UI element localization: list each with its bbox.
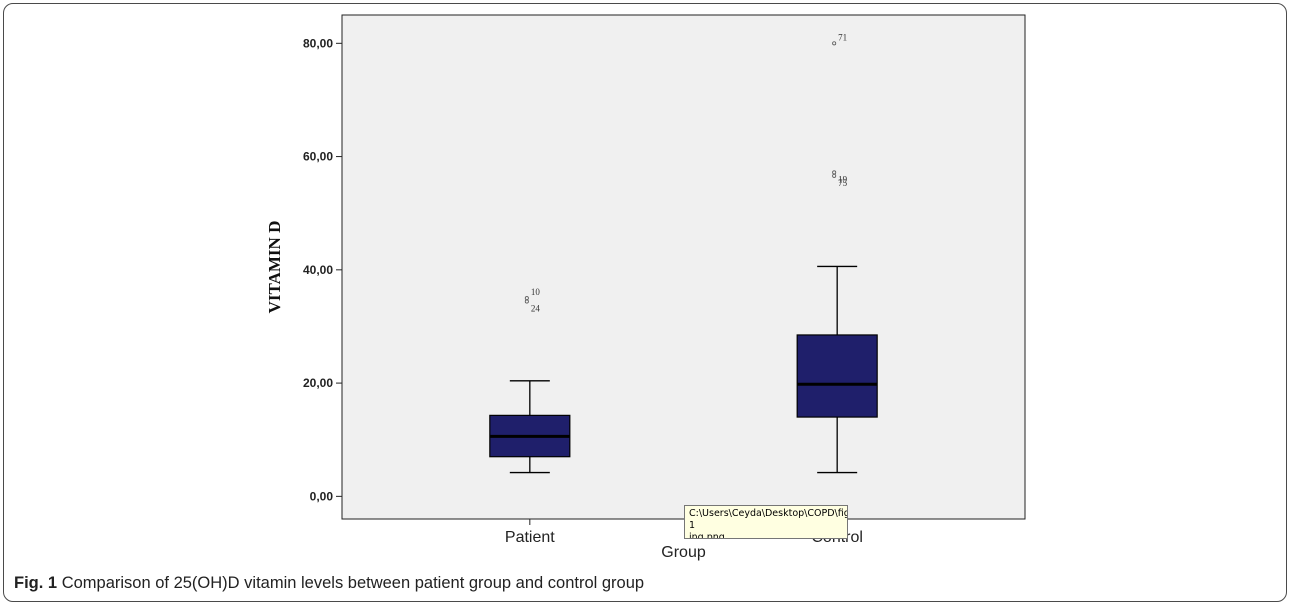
y-axis-label: VITAMIN D: [265, 221, 284, 314]
outlier-label: 10: [531, 287, 541, 297]
figure-frame: [3, 3, 1287, 602]
boxplot-chart: VITAMIN D Group 0,00 20,00 40,00 60,00 80,00…: [265, 14, 1026, 561]
y-tick-label: 40,00: [303, 263, 333, 277]
outlier-point: [832, 173, 837, 178]
y-axis: 0,00 20,00 40,00 60,00 80,00: [303, 36, 342, 503]
y-tick-label: 20,00: [303, 376, 333, 390]
figure-caption: Fig. 1 Comparison of 25(OH)D vitamin lev…: [14, 574, 644, 593]
y-tick-label: 80,00: [303, 36, 333, 50]
y-tick-label: 60,00: [303, 150, 333, 164]
iqr-box: [796, 334, 878, 418]
outlier-label: 19: [838, 174, 848, 184]
caption-text: Comparison of 25(OH)D vitamin levels bet…: [61, 574, 645, 592]
caption-label: Fig. 1: [14, 574, 58, 592]
file-path-tooltip: C:\Users\Ceyda\Desktop\COPD\figure 1 ing…: [684, 505, 848, 539]
plot-area: [341, 14, 1026, 520]
outlier-point: [832, 41, 837, 46]
y-tick-label: 0,00: [310, 489, 334, 503]
x-axis-label: Group: [661, 544, 706, 561]
outlier-label: 75: [838, 178, 848, 188]
box-patient: 10 24: [489, 287, 571, 474]
x-tick-label: Patient: [505, 529, 555, 546]
outlier-label: 24: [531, 304, 541, 314]
outlier-point: [524, 299, 529, 304]
outlier-label: 71: [838, 32, 847, 42]
